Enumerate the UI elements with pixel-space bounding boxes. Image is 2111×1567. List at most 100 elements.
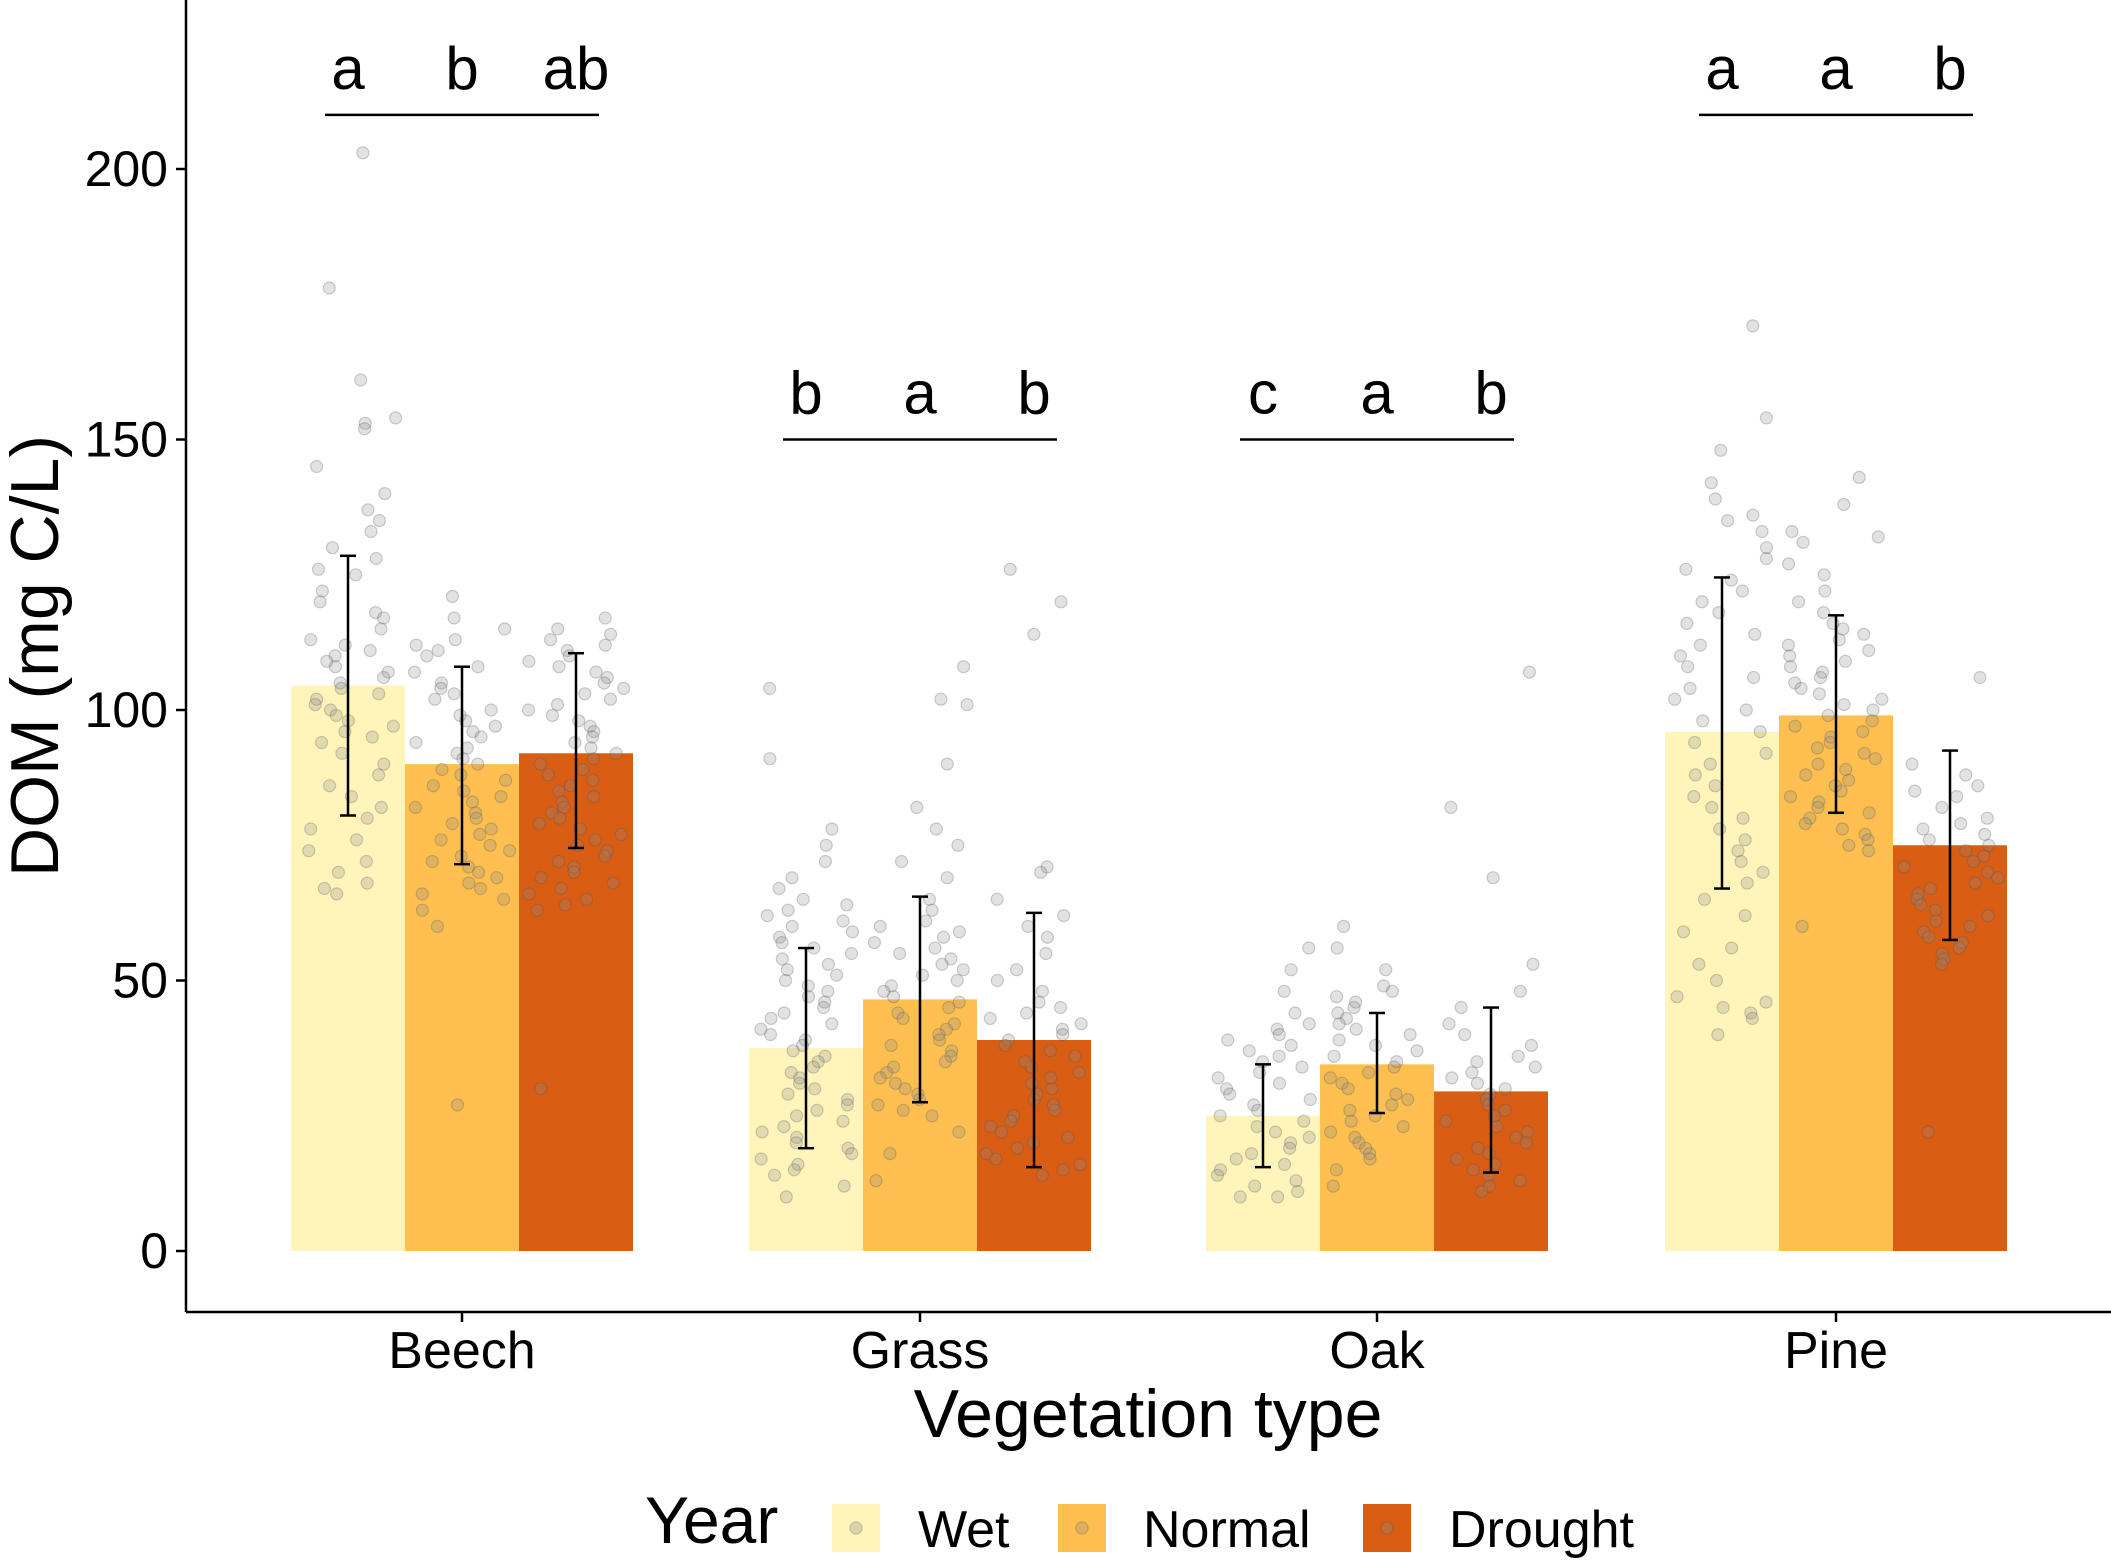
point-pine-drought — [1954, 816, 1968, 831]
points-layer — [302, 146, 2005, 1204]
point-grass-drought — [1068, 1049, 1082, 1063]
point-beech-wet — [377, 611, 391, 625]
point-oak-wet — [1282, 1141, 1297, 1155]
point-pine-normal — [1783, 660, 1798, 674]
point-beech-drought — [558, 898, 573, 912]
point-beech-normal — [430, 919, 444, 934]
point-beech-wet — [350, 833, 364, 847]
point-beech-drought — [617, 681, 631, 696]
point-oak-normal — [1327, 1049, 1341, 1063]
point-oak-wet — [1297, 1114, 1311, 1128]
point-oak-normal — [1387, 1060, 1401, 1074]
point-grass-normal — [896, 1103, 910, 1117]
point-pine-drought — [1935, 800, 1949, 815]
point-grass-wet — [754, 1022, 768, 1036]
point-grass-wet — [821, 957, 835, 971]
point-pine-wet — [1668, 692, 1682, 706]
point-beech-normal — [450, 1098, 465, 1112]
point-pine-drought — [1929, 914, 1943, 928]
point-grass-normal — [952, 1125, 966, 1139]
point-oak-drought — [1528, 1060, 1542, 1074]
point-beech-drought — [521, 703, 536, 717]
point-grass-drought — [1027, 627, 1041, 641]
point-grass-wet — [818, 995, 832, 1009]
point-oak-normal — [1379, 963, 1393, 977]
point-beech-wet — [330, 887, 344, 901]
point-beech-drought — [545, 708, 560, 723]
point-oak-wet — [1250, 1119, 1264, 1134]
point-grass-drought — [1073, 1157, 1087, 1172]
point-beech-drought — [598, 611, 612, 625]
point-oak-normal — [1349, 1022, 1363, 1036]
point-pine-normal — [1837, 497, 1851, 511]
point-grass-drought — [1019, 1006, 1034, 1020]
point-pine-normal — [1813, 670, 1828, 685]
point-oak-wet — [1277, 1157, 1292, 1172]
point-grass-normal — [873, 1071, 887, 1085]
significance-letter-pine-wet: a — [1705, 35, 1739, 102]
point-oak-normal — [1401, 1092, 1415, 1107]
point-pine-drought — [1978, 827, 1992, 842]
point-oak-normal — [1359, 1141, 1373, 1155]
point-pine-wet — [1759, 995, 1773, 1009]
point-pine-wet — [1705, 800, 1719, 815]
point-grass-drought — [1043, 1044, 1057, 1058]
point-grass-normal — [940, 757, 954, 771]
legend-title: Year — [645, 1483, 778, 1557]
point-oak-drought — [1470, 1055, 1484, 1069]
point-beech-drought — [552, 854, 566, 869]
point-beech-wet — [304, 633, 318, 647]
point-oak-drought — [1445, 1071, 1459, 1085]
point-grass-wet — [760, 908, 774, 923]
point-pine-drought — [1921, 1125, 1935, 1139]
point-oak-normal — [1331, 1006, 1345, 1020]
point-pine-wet — [1670, 990, 1684, 1004]
point-grass-wet — [791, 1157, 805, 1172]
point-pine-drought — [1982, 838, 1996, 852]
legend-key-point-drought — [1380, 1521, 1394, 1535]
point-grass-normal — [932, 1027, 946, 1042]
point-beech-normal — [503, 844, 517, 858]
point-beech-normal — [415, 887, 429, 901]
error-bars-layer — [340, 554, 1958, 1174]
point-pine-normal — [1812, 795, 1826, 809]
point-grass-normal — [936, 930, 951, 944]
y-tick-label-100: 100 — [85, 682, 168, 738]
point-oak-drought — [1481, 1168, 1495, 1182]
point-grass-wet — [777, 1006, 791, 1020]
point-pine-wet — [1724, 941, 1739, 955]
point-pine-normal — [1837, 697, 1851, 712]
point-grass-drought — [1074, 1017, 1088, 1031]
point-beech-normal — [474, 730, 488, 744]
point-pine-wet — [1704, 476, 1718, 490]
point-beech-wet — [354, 373, 368, 387]
point-pine-normal — [1810, 741, 1825, 755]
point-grass-drought — [990, 892, 1004, 906]
point-grass-normal — [869, 1174, 883, 1188]
point-pine-wet — [1739, 703, 1753, 717]
point-pine-wet — [1720, 513, 1735, 528]
point-pine-normal — [1803, 811, 1817, 825]
point-grass-drought — [1061, 1130, 1075, 1145]
point-pine-wet — [1744, 1006, 1758, 1020]
point-grass-wet — [772, 881, 786, 896]
point-oak-drought — [1490, 1119, 1504, 1134]
significance-letter-pine-normal: a — [1819, 35, 1853, 102]
point-beech-drought — [533, 1082, 548, 1096]
point-grass-normal — [888, 1076, 903, 1090]
point-beech-wet — [304, 822, 318, 836]
point-beech-normal — [473, 881, 488, 896]
point-oak-normal — [1376, 979, 1391, 993]
point-grass-drought — [1045, 1082, 1059, 1096]
point-beech-wet — [328, 649, 342, 663]
point-beech-normal — [465, 795, 480, 809]
point-pine-normal — [1857, 627, 1871, 641]
point-oak-wet — [1219, 1082, 1234, 1096]
point-pine-wet — [1687, 789, 1701, 804]
point-beech-normal — [435, 762, 449, 777]
point-oak-drought — [1482, 1146, 1496, 1161]
point-oak-drought — [1458, 1027, 1472, 1042]
point-oak-wet — [1221, 1033, 1235, 1047]
point-oak-drought — [1442, 1017, 1456, 1031]
point-beech-drought — [550, 697, 565, 712]
